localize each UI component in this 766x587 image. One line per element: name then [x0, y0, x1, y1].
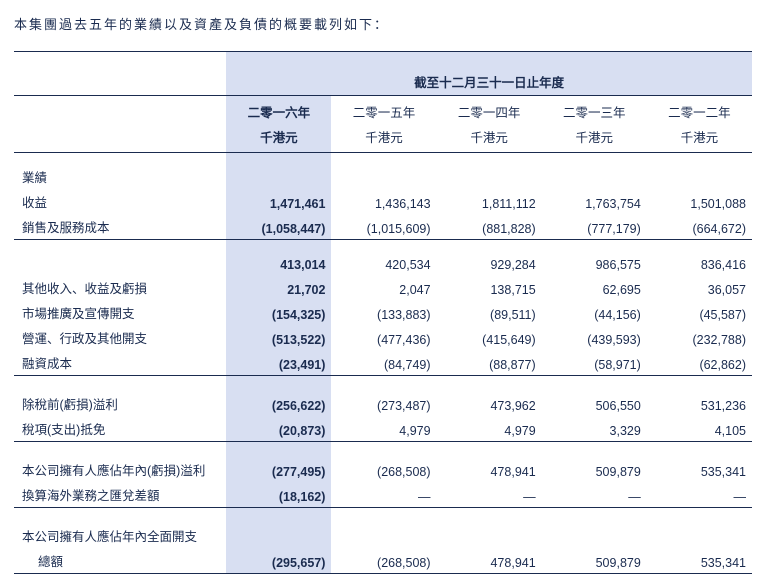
- cell: 535,341: [647, 442, 752, 483]
- col-year-0: 二零一六年: [226, 96, 331, 125]
- cell: —: [331, 482, 436, 508]
- cell: —: [647, 482, 752, 508]
- cell: 531,236: [647, 376, 752, 417]
- table-row: 其他收入、收益及虧損 21,702 2,047 138,715 62,695 3…: [14, 275, 752, 300]
- table-row: 營運、行政及其他開支 (513,522) (477,436) (415,649)…: [14, 325, 752, 350]
- cell: (513,522): [226, 325, 331, 350]
- cell: 478,941: [437, 548, 542, 574]
- table-row: 總額 (295,657) (268,508) 478,941 509,879 5…: [14, 548, 752, 574]
- total-label-line1: 本公司擁有人應佔年內全面開支: [14, 508, 226, 549]
- cell: 1,763,754: [542, 189, 647, 214]
- row-label: 其他收入、收益及虧損: [14, 275, 226, 300]
- table-row: 銷售及服務成本 (1,058,447) (1,015,609) (881,828…: [14, 214, 752, 240]
- cell: (88,877): [437, 350, 542, 376]
- cell: 62,695: [542, 275, 647, 300]
- cell: 1,471,461: [226, 189, 331, 214]
- cell: 4,105: [647, 416, 752, 442]
- table-row: 市場推廣及宣傳開支 (154,325) (133,883) (89,511) (…: [14, 300, 752, 325]
- cell: 836,416: [647, 240, 752, 276]
- cell: (439,593): [542, 325, 647, 350]
- row-label: 銷售及服務成本: [14, 214, 226, 240]
- cell: 21,702: [226, 275, 331, 300]
- cell: (256,622): [226, 376, 331, 417]
- col-unit-0: 千港元: [226, 124, 331, 153]
- row-label: 融資成本: [14, 350, 226, 376]
- cell: 1,811,112: [437, 189, 542, 214]
- cell: 4,979: [437, 416, 542, 442]
- cell: (295,657): [226, 548, 331, 574]
- cell: (84,749): [331, 350, 436, 376]
- cell: (20,873): [226, 416, 331, 442]
- cell: (58,971): [542, 350, 647, 376]
- col-unit-1: 千港元: [331, 124, 436, 153]
- table-row: 413,014 420,534 929,284 986,575 836,416: [14, 240, 752, 276]
- cell: (45,587): [647, 300, 752, 325]
- cell: (1,058,447): [226, 214, 331, 240]
- cell: 509,879: [542, 548, 647, 574]
- cell: 506,550: [542, 376, 647, 417]
- cell: 509,879: [542, 442, 647, 483]
- cell: 535,341: [647, 548, 752, 574]
- row-label: 本公司擁有人應佔年內(虧損)溢利: [14, 442, 226, 483]
- row-label: 除稅前(虧損)溢利: [14, 376, 226, 417]
- period-header: 截至十二月三十一日止年度: [226, 64, 752, 96]
- col-unit-3: 千港元: [542, 124, 647, 153]
- cell: 36,057: [647, 275, 752, 300]
- cell: (18,162): [226, 482, 331, 508]
- cell: 1,436,143: [331, 189, 436, 214]
- financial-summary-table: 截至十二月三十一日止年度 二零一六年 二零一五年 二零一四年 二零一三年 二零一…: [14, 51, 752, 574]
- row-label: 營運、行政及其他開支: [14, 325, 226, 350]
- cell: 478,941: [437, 442, 542, 483]
- section-results-label: 業績: [14, 153, 226, 190]
- cell: (268,508): [331, 548, 436, 574]
- table-row: 本公司擁有人應佔年內(虧損)溢利 (277,495) (268,508) 478…: [14, 442, 752, 483]
- cell: (133,883): [331, 300, 436, 325]
- table-row: 融資成本 (23,491) (84,749) (88,877) (58,971)…: [14, 350, 752, 376]
- cell: (477,436): [331, 325, 436, 350]
- table-row: 本公司擁有人應佔年內全面開支: [14, 508, 752, 549]
- cell: —: [437, 482, 542, 508]
- cell: 420,534: [331, 240, 436, 276]
- table-row: 換算海外業務之匯兌差額 (18,162) — — — —: [14, 482, 752, 508]
- cell: (62,862): [647, 350, 752, 376]
- table-row: 除稅前(虧損)溢利 (256,622) (273,487) 473,962 50…: [14, 376, 752, 417]
- cell: (777,179): [542, 214, 647, 240]
- row-label: 換算海外業務之匯兌差額: [14, 482, 226, 508]
- col-unit-4: 千港元: [647, 124, 752, 153]
- cell: 138,715: [437, 275, 542, 300]
- intro-text: 本集團過去五年的業績以及資產及負債的概要載列如下：: [14, 14, 752, 33]
- cell: (23,491): [226, 350, 331, 376]
- table-row: 收益 1,471,461 1,436,143 1,811,112 1,763,7…: [14, 189, 752, 214]
- cell: 986,575: [542, 240, 647, 276]
- cell: 413,014: [226, 240, 331, 276]
- cell: (273,487): [331, 376, 436, 417]
- row-label: 收益: [14, 189, 226, 214]
- cell: 929,284: [437, 240, 542, 276]
- cell: (154,325): [226, 300, 331, 325]
- cell: (664,672): [647, 214, 752, 240]
- cell: 473,962: [437, 376, 542, 417]
- row-label: 市場推廣及宣傳開支: [14, 300, 226, 325]
- cell: (415,649): [437, 325, 542, 350]
- cell: (1,015,609): [331, 214, 436, 240]
- cell: (268,508): [331, 442, 436, 483]
- cell: 2,047: [331, 275, 436, 300]
- table-row: 稅項(支出)抵免 (20,873) 4,979 4,979 3,329 4,10…: [14, 416, 752, 442]
- cell: 4,979: [331, 416, 436, 442]
- cell: (89,511): [437, 300, 542, 325]
- col-year-3: 二零一三年: [542, 96, 647, 125]
- row-label: 稅項(支出)抵免: [14, 416, 226, 442]
- cell: —: [542, 482, 647, 508]
- cell: (277,495): [226, 442, 331, 483]
- col-year-1: 二零一五年: [331, 96, 436, 125]
- cell: (881,828): [437, 214, 542, 240]
- col-year-4: 二零一二年: [647, 96, 752, 125]
- cell: 1,501,088: [647, 189, 752, 214]
- total-label-line2: 總額: [14, 548, 226, 574]
- cell: (232,788): [647, 325, 752, 350]
- cell: (44,156): [542, 300, 647, 325]
- col-year-2: 二零一四年: [437, 96, 542, 125]
- col-unit-2: 千港元: [437, 124, 542, 153]
- cell: 3,329: [542, 416, 647, 442]
